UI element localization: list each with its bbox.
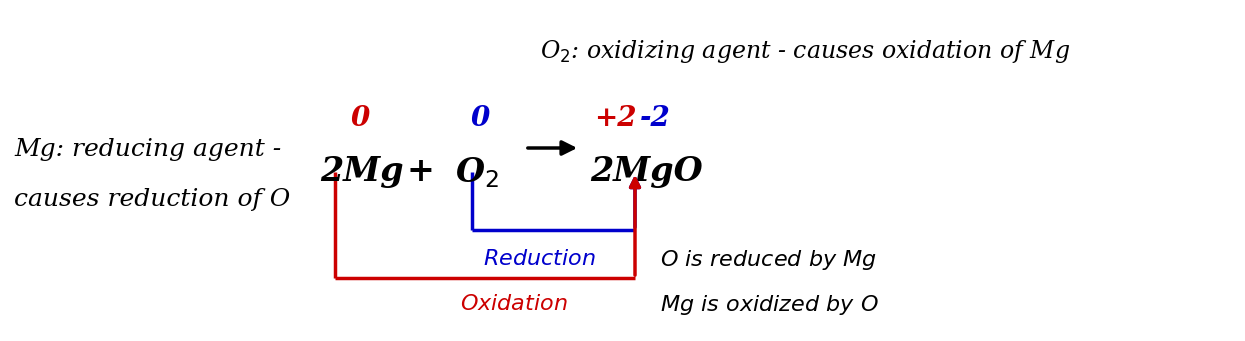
Text: 2Mg: 2Mg	[320, 155, 403, 188]
Text: O$_2$: O$_2$	[454, 155, 499, 190]
Text: Mg: reducing agent -: Mg: reducing agent -	[14, 138, 281, 161]
Text: 2MgO: 2MgO	[590, 155, 702, 188]
Text: +2: +2	[594, 105, 636, 132]
Text: 0: 0	[350, 105, 370, 132]
Text: +: +	[406, 155, 435, 188]
Text: O$_2$: oxidizing agent - causes oxidation of Mg: O$_2$: oxidizing agent - causes oxidatio…	[540, 38, 1071, 65]
Text: 0: 0	[471, 105, 489, 132]
Text: causes reduction of O: causes reduction of O	[14, 188, 290, 211]
Text: $\mathit{O\ is\ reduced\ by\ Mg}$: $\mathit{O\ is\ reduced\ by\ Mg}$	[660, 248, 876, 272]
Text: $\mathit{Reduction}$: $\mathit{Reduction}$	[483, 248, 595, 270]
Text: $\mathit{Mg\ is\ oxidized\ by\ O}$: $\mathit{Mg\ is\ oxidized\ by\ O}$	[660, 293, 879, 317]
Text: -2: -2	[640, 105, 670, 132]
Text: $\mathit{Oxidation}$: $\mathit{Oxidation}$	[459, 293, 568, 315]
